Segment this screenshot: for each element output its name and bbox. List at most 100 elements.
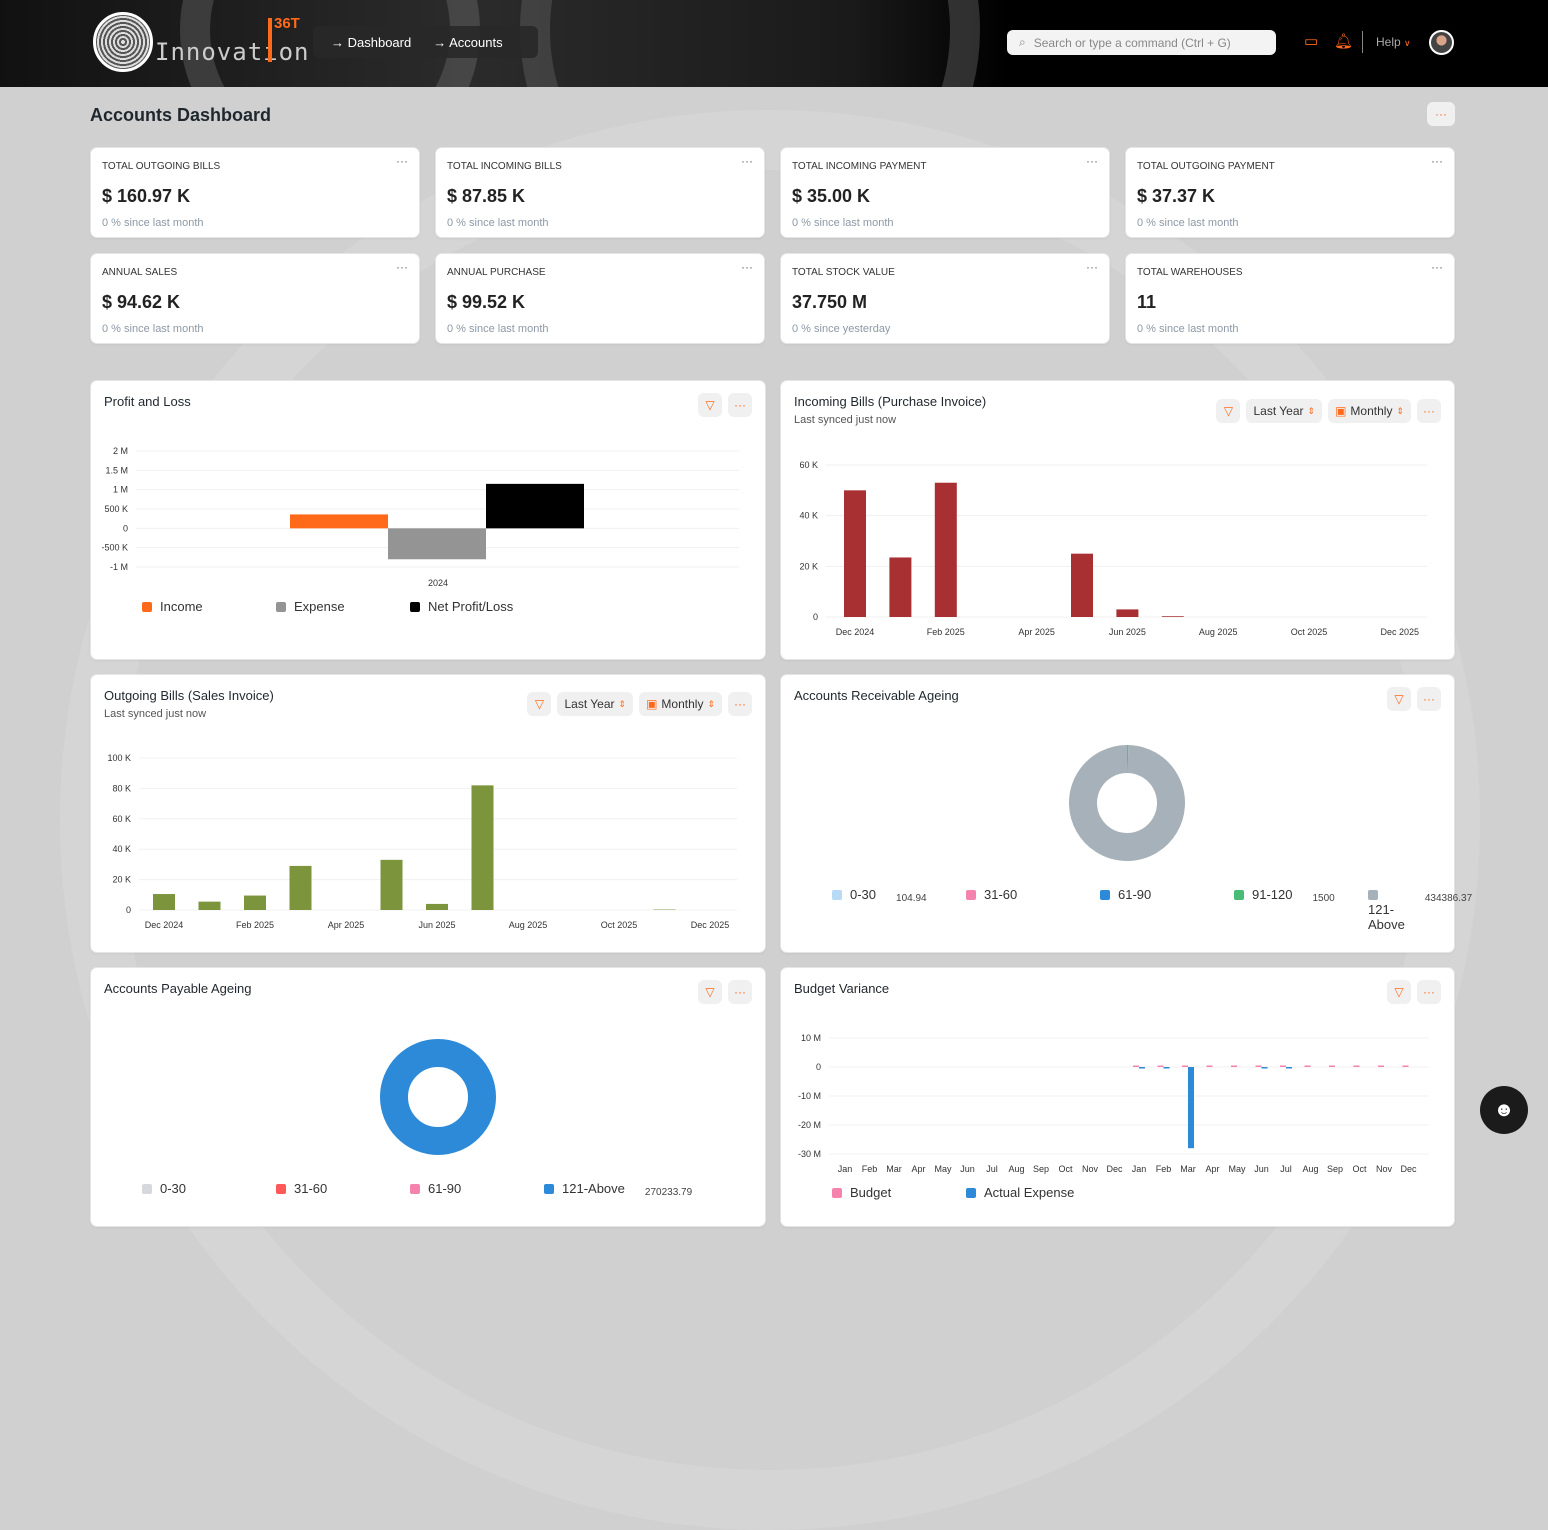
kpi-card: ANNUAL SALES $ 94.62 K 0 % since last mo… — [90, 253, 420, 344]
legend-swatch — [966, 890, 976, 900]
legend-item[interactable]: 31-60 — [276, 1181, 327, 1196]
kpi-menu-button[interactable]: ··· — [1086, 154, 1098, 168]
avatar[interactable] — [1429, 30, 1454, 55]
kpi-menu-button[interactable]: ··· — [741, 154, 753, 168]
kpi-label: TOTAL INCOMING BILLS — [447, 161, 562, 172]
bar — [1071, 554, 1093, 617]
kpi-value: 11 — [1137, 292, 1156, 313]
x-tick-label: Aug 2025 — [509, 920, 548, 930]
kpi-menu-button[interactable]: ··· — [396, 260, 408, 274]
y-tick-label: 60 K — [799, 460, 818, 470]
y-tick-label: 2 M — [113, 446, 128, 456]
legend-swatch — [832, 1188, 842, 1198]
legend-item[interactable]: Income — [142, 599, 203, 614]
x-tick-label: Nov — [1376, 1164, 1393, 1174]
kpi-label: TOTAL STOCK VALUE — [792, 267, 895, 278]
kpi-change: 0 % since last month — [102, 323, 204, 335]
kpi-change: 0 % since last month — [1137, 323, 1239, 335]
legend-item[interactable]: 0-30 — [142, 1181, 186, 1196]
bar — [889, 557, 911, 617]
legend-item[interactable]: Net Profit/Loss — [410, 599, 513, 614]
chat-icon[interactable]: ▭ — [1304, 32, 1318, 50]
kpi-menu-button[interactable]: ··· — [1086, 260, 1098, 274]
bar-expense — [388, 528, 486, 559]
bar-budget — [1354, 1066, 1360, 1068]
legend-item[interactable]: 61-90 — [1100, 887, 1151, 902]
legend-label: 91-120 — [1252, 887, 1292, 902]
bell-icon[interactable]: 🔔︎ — [1334, 32, 1353, 50]
x-tick-label: Jan — [1132, 1164, 1147, 1174]
x-tick-label: Jun — [960, 1164, 975, 1174]
legend-label: Budget — [850, 1185, 891, 1200]
kpi-menu-button[interactable]: ··· — [1431, 260, 1443, 274]
bar-budget — [1207, 1066, 1213, 1068]
bar-budget — [1305, 1066, 1311, 1068]
x-tick-label: 2024 — [428, 578, 448, 588]
search-input[interactable]: ⌕Search or type a command (Ctrl + G) — [1007, 30, 1276, 55]
legend-item[interactable]: Budget — [832, 1185, 891, 1200]
breadcrumb-accounts[interactable]: → Accounts — [433, 35, 502, 50]
y-tick-label: 20 K — [112, 875, 131, 885]
x-tick-label: Dec 2025 — [1381, 627, 1420, 637]
help-dropdown[interactable]: Help ∨ — [1376, 35, 1411, 49]
legend-item[interactable]: Actual Expense — [966, 1185, 1074, 1200]
breadcrumb-dashboard[interactable]: → Dashboard — [331, 35, 411, 50]
kpi-menu-button[interactable]: ··· — [396, 154, 408, 168]
x-tick-label: Dec — [1400, 1164, 1417, 1174]
bar — [844, 490, 866, 617]
logo-seal-icon[interactable] — [93, 12, 153, 72]
x-tick-label: Aug 2025 — [1199, 627, 1238, 637]
y-tick-label: 60 K — [112, 814, 131, 824]
legend-label: Expense — [294, 599, 345, 614]
x-tick-label: Feb — [1156, 1164, 1172, 1174]
kpi-label: ANNUAL PURCHASE — [447, 267, 546, 278]
kpi-card: TOTAL WAREHOUSES 11 0 % since last month… — [1125, 253, 1455, 344]
donut-slice — [1083, 759, 1171, 847]
y-tick-label: 10 M — [801, 1033, 821, 1043]
kpi-value: $ 35.00 K — [792, 186, 870, 207]
x-tick-label: Dec 2024 — [145, 920, 184, 930]
kpi-change: 0 % since yesterday — [792, 323, 890, 335]
legend-swatch — [966, 1188, 976, 1198]
legend-item[interactable]: 31-60 — [966, 887, 1017, 902]
kpi-card: TOTAL OUTGOING PAYMENT $ 37.37 K 0 % sin… — [1125, 147, 1455, 238]
legend-label: 121-Above — [562, 1181, 625, 1196]
legend-label: Net Profit/Loss — [428, 599, 513, 614]
kpi-menu-button[interactable]: ··· — [1431, 154, 1443, 168]
legend-value: 434386.37 — [1425, 893, 1472, 932]
bar — [472, 785, 494, 910]
legend-item[interactable]: 61-90 — [410, 1181, 461, 1196]
x-tick-label: Apr — [1205, 1164, 1219, 1174]
legend-swatch — [142, 1184, 152, 1194]
y-tick-label: 0 — [813, 612, 818, 622]
x-tick-label: Oct — [1352, 1164, 1367, 1174]
x-tick-label: Sep — [1033, 1164, 1049, 1174]
x-tick-label: Mar — [1180, 1164, 1196, 1174]
x-tick-label: Mar — [886, 1164, 902, 1174]
kpi-menu-button[interactable]: ··· — [741, 260, 753, 274]
kpi-value: $ 94.62 K — [102, 292, 180, 313]
bar-actual — [1286, 1067, 1292, 1069]
arrow-right-icon: → — [331, 35, 348, 50]
x-tick-label: Apr — [911, 1164, 925, 1174]
bar-actual — [1188, 1067, 1194, 1148]
legend-swatch — [544, 1184, 554, 1194]
x-tick-label: Jul — [1280, 1164, 1292, 1174]
kpi-label: TOTAL OUTGOING PAYMENT — [1137, 161, 1275, 172]
legend-item[interactable]: Expense — [276, 599, 345, 614]
assistant-bot-button[interactable]: ☻ — [1480, 1086, 1528, 1134]
logo-tag: 36T — [274, 16, 300, 31]
page-menu-button[interactable]: ··· — [1427, 102, 1455, 126]
logo-text[interactable]: Innovation — [155, 40, 310, 64]
bar-budget — [1182, 1066, 1188, 1068]
legend-swatch — [1234, 890, 1244, 900]
bar-budget — [1280, 1066, 1286, 1068]
bar-actual — [1262, 1067, 1268, 1069]
